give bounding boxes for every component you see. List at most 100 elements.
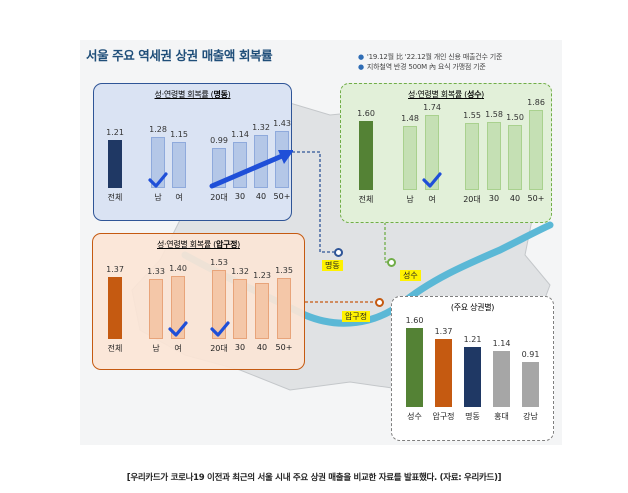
value-label: 1.43: [273, 118, 291, 128]
panel-title-text: 성·연령별 회복률 (성수): [408, 90, 484, 99]
note-bullet-icon: ●: [358, 63, 364, 71]
category-label: 30: [234, 192, 246, 201]
myeongdong-connector: [292, 151, 334, 253]
bar-20대: [465, 123, 479, 190]
value-label: 0.99: [210, 136, 228, 146]
value-label: 1.21: [106, 127, 124, 137]
seongsu-checkmark-icon: [422, 172, 442, 188]
apgujeong-panel: 성·연령별 회복률 (압구정) 1.37 전체 1.33 남 1.40 여 1.53 20대 1…: [92, 233, 305, 370]
place-label-seongsu: 성수: [400, 270, 421, 281]
value-label: 1.15: [170, 130, 188, 139]
value-label: 1.74: [423, 102, 441, 112]
bar-전체: [108, 139, 122, 188]
bar-여: [172, 142, 186, 188]
apgujeong-location-pin-icon: [375, 298, 384, 307]
bar-plot: 1.37 전체 1.33 남 1.40 여 1.53 20대 1.32 30 1.23 40 1.35 5…: [93, 234, 304, 369]
category-label: 50+: [275, 343, 293, 352]
title-prefix: 성·연령별 회복률 (: [154, 90, 214, 99]
category-label: 강남: [523, 412, 538, 421]
category-label: 40: [509, 194, 521, 203]
value-label: 1.58: [485, 109, 503, 119]
note-text: 지하철역 반경 500M 內 요식 가맹점 기준: [366, 63, 486, 71]
value-label: 0.91: [521, 350, 540, 360]
bar-남: [149, 278, 163, 339]
bar-강남: [522, 362, 539, 407]
title-place: 명동: [213, 90, 228, 99]
title-place: 압구정: [215, 240, 238, 249]
category-label: 20대: [463, 195, 481, 204]
category-label: 압구정: [432, 412, 455, 421]
value-label: 1.35: [275, 265, 293, 275]
myeongdong-panel: 성·연령별 회복률 (명동) 1.21 전체 1.28 남 1.15 여 0.99 20대 1.…: [93, 83, 293, 221]
note-bullet-icon: ●: [358, 53, 364, 61]
value-label: 1.33: [147, 266, 165, 276]
category-label: 20대: [210, 344, 228, 353]
bar-남: [403, 126, 417, 190]
bar-성수: [406, 327, 423, 407]
value-label: 1.32: [252, 123, 270, 133]
myeongdong-trend-arrow-icon: [209, 150, 293, 189]
category-label: 30: [488, 194, 500, 203]
category-label: 남: [152, 344, 160, 353]
value-label: 1.37: [106, 264, 124, 274]
bar-20대: [212, 148, 226, 188]
bar-40: [508, 125, 522, 190]
bar-홍대: [493, 350, 510, 407]
value-label: 1.55: [463, 111, 481, 121]
value-label: 1.32: [231, 267, 249, 277]
value-label: 1.48: [401, 114, 419, 124]
category-label: 여: [174, 344, 182, 353]
place-label-myeongdong: 명동: [322, 260, 343, 271]
category-label: 30: [234, 343, 246, 352]
apgujeong-checkmark-icon-female: [168, 321, 188, 337]
value-label: 1.53: [210, 257, 228, 267]
category-label: 여: [175, 193, 183, 202]
bar-전체: [359, 120, 373, 190]
value-label: 1.14: [492, 338, 511, 348]
image-caption: [우리카드가 코로나19 이전과 최근의 서울 시내 주요 상권 매출을 비교한…: [126, 473, 502, 483]
category-label: 50+: [527, 194, 545, 203]
panel-title: 성·연령별 회복률 (압구정): [93, 239, 304, 250]
title-suffix: ): [237, 240, 240, 249]
value-label: 1.37: [434, 327, 453, 337]
category-label: 전체: [358, 195, 374, 204]
bar-30: [233, 279, 247, 339]
summary-panel: (주요 상권별) 1.60 성수 1.37 압구정 1.21 명동 1.14 홍대 0.91 강남: [391, 296, 554, 441]
title-suffix: ): [227, 90, 231, 99]
panel-title-text: 성·연령별 회복률 (명동): [155, 90, 231, 99]
seongsu-location-pin-icon: [387, 258, 396, 267]
panel-title-text: 성·연령별 회복률 (압구정): [157, 240, 240, 249]
bar-plot: 1.21 전체 1.28 남 1.15 여 0.99 20대 1.14 30 1.32 40 1.43 5…: [94, 84, 293, 220]
panel-title: (주요 상권별): [450, 303, 495, 312]
category-label: 50+: [273, 192, 291, 201]
panel-title: 성·연령별 회복률 (명동): [94, 89, 291, 100]
bar-명동: [464, 347, 481, 407]
title-suffix: ): [481, 90, 484, 99]
value-label: 1.21: [463, 335, 482, 345]
category-label: 40: [255, 192, 267, 201]
bar-30: [487, 121, 501, 190]
note-line-2: ● 지하철역 반경 500M 內 요식 가맹점 기준: [358, 62, 486, 72]
bar-50+: [529, 109, 543, 190]
seongsu-connector: [384, 222, 392, 263]
bar-여: [425, 114, 439, 190]
category-label: 20대: [210, 193, 228, 202]
apgujeong-checkmark-icon-20s: [210, 321, 230, 337]
bar-20대: [212, 269, 226, 339]
value-label: 1.14: [231, 130, 249, 140]
category-label: 40: [256, 343, 268, 352]
bar-압구정: [435, 339, 452, 407]
bar-여: [171, 275, 185, 339]
myeongdong-checkmark-icon: [148, 172, 168, 188]
category-label: 전체: [107, 193, 123, 202]
category-label: 남: [406, 195, 414, 204]
bar-40: [255, 283, 269, 339]
value-label: 1.40: [169, 263, 187, 273]
value-label: 1.28: [149, 124, 167, 134]
note-text: '19.12월 比 '22.12월 개인 신용 매출건수 기준: [366, 53, 503, 61]
panel-title: 성·연령별 회복률 (성수): [341, 89, 551, 100]
category-label: 홍대: [494, 412, 509, 421]
myeongdong-location-pin-icon: [334, 248, 343, 257]
seongsu-panel: 성·연령별 회복률 (성수) 1.60 전체 1.48 남 1.74 여 1.55 20대 1.…: [340, 83, 552, 223]
